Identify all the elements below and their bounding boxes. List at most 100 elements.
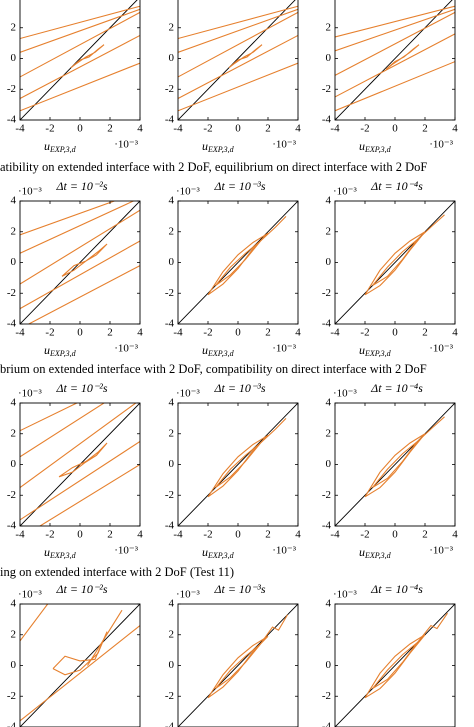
x-tick-label: 2	[107, 123, 113, 135]
y-multiplier: ·10⁻³	[18, 186, 42, 198]
y-tick-label: -2	[7, 690, 16, 702]
y-multiplier: ·10⁻³	[333, 589, 357, 601]
y-multiplier: ·10⁻³	[176, 186, 200, 198]
x-tick-label: -4	[173, 529, 183, 541]
y-tick-label: -4	[7, 318, 17, 330]
y-tick-label: 4	[11, 598, 17, 610]
x-tick-label: 2	[265, 123, 271, 135]
subplot-title: Δt = 10⁻⁴s	[370, 381, 423, 395]
data-line	[70, 44, 105, 69]
y-tick-label: 4	[326, 195, 332, 207]
data-line	[20, 8, 140, 53]
x-tick-label: -2	[203, 123, 212, 135]
x-label-base: u	[359, 545, 365, 559]
y-multiplier: ·10⁻³	[176, 589, 200, 601]
data-line	[27, 265, 140, 324]
x-axis-label: uEXP,3,d	[44, 343, 77, 358]
x-tick-label: 4	[452, 529, 458, 541]
y-multiplier: ·10⁻³	[333, 186, 357, 198]
data-line	[364, 634, 426, 699]
x-tick-label: 2	[422, 123, 428, 135]
x-axis-label: uEXP,3,d	[359, 545, 392, 560]
data-line	[207, 635, 269, 699]
y-tick-label: -2	[7, 83, 16, 95]
subplot: -4 -2 0 2 4 -4 -2 0 2 4 uEXP,3,d ·10⁻³ ·10⁻³ Δt = 10⁻…	[165, 179, 301, 358]
data-line	[52, 631, 108, 676]
data-line	[260, 215, 287, 242]
y-tick-label: 4	[169, 598, 175, 610]
x-axis-label: uEXP,3,d	[202, 343, 235, 358]
data-line	[178, 34, 298, 99]
x-tick-label: -2	[45, 327, 54, 339]
x-tick-label: 0	[77, 123, 83, 135]
y-tick-label: -4	[165, 721, 175, 727]
subplot-title: Δt = 10⁻³s	[213, 179, 265, 193]
y-tick-label: -2	[7, 287, 16, 299]
subplot: -4 -2 0 2 4 -4 -2 0 2 4 uEXP,3,d ·10⁻³ ·10⁻³ Δt = 10⁻…	[322, 179, 458, 358]
data-line	[20, 604, 140, 727]
x-tick-label: 0	[235, 123, 241, 135]
x-tick-label: -4	[15, 123, 25, 135]
data-line	[61, 243, 108, 277]
y-multiplier: ·10⁻³	[18, 388, 42, 400]
x-tick-label: 2	[265, 327, 271, 339]
subplot: -4 -2 0 2 4 -4 -2 0 2 4 uEXP,3,d ·10⁻³	[322, 0, 458, 154]
x-tick-label: -2	[203, 327, 212, 339]
x-multiplier: ·10⁻³	[114, 343, 138, 355]
x-tick-label: -4	[330, 327, 340, 339]
x-tick-label: -4	[330, 529, 340, 541]
x-label-sub: EXP,3,d	[49, 145, 77, 154]
caption: atibility on extended interface with 2 D…	[0, 160, 427, 174]
x-axis-label: uEXP,3,d	[359, 139, 392, 154]
x-multiplier: ·10⁻³	[114, 545, 138, 557]
data-line	[20, 201, 135, 254]
y-multiplier: ·10⁻³	[176, 388, 200, 400]
data-line	[335, 5, 455, 38]
x-tick-label: 2	[422, 327, 428, 339]
x-axis-label: uEXP,3,d	[359, 343, 392, 358]
y-tick-label: -4	[7, 721, 17, 727]
data-line	[178, 62, 298, 112]
data-line	[20, 625, 140, 722]
y-tick-label: 0	[326, 659, 332, 671]
data-line	[20, 201, 140, 324]
y-tick-label: 0	[11, 458, 17, 470]
x-tick-label: 4	[295, 327, 301, 339]
x-tick-label: 2	[265, 529, 271, 541]
y-tick-label: -2	[7, 489, 16, 501]
subplot: -4 -2 0 2 4·10⁻³ Δt = 10⁻²s	[7, 582, 141, 727]
y-tick-label: 2	[326, 427, 332, 439]
y-tick-label: 4	[326, 0, 332, 3]
y-tick-label: 4	[11, 0, 17, 3]
subplot-title: Δt = 10⁻²s	[55, 179, 107, 193]
data-line	[178, 201, 298, 324]
x-tick-label: 4	[295, 529, 301, 541]
y-tick-label: -4	[322, 721, 332, 727]
x-tick-label: 2	[107, 327, 113, 339]
x-label-base: u	[202, 343, 208, 357]
subplot-title: Δt = 10⁻²s	[55, 582, 107, 596]
y-tick-label: -4	[7, 114, 17, 126]
y-tick-label: 2	[326, 21, 332, 33]
x-label-sub: EXP,3,d	[207, 145, 235, 154]
subplot-title: Δt = 10⁻²s	[55, 381, 107, 395]
data-line	[20, 11, 140, 78]
y-tick-label: 2	[169, 21, 175, 33]
x-tick-label: -2	[360, 529, 369, 541]
x-multiplier: ·10⁻³	[272, 139, 296, 151]
subplot: -4 -2 0 2 4 -4 -2 0 2 4 uEXP,3,d ·10⁻³	[165, 0, 301, 154]
subplot: -4 -2 0 2 4 -4 -2 0 2 4 uEXP,3,d ·10⁻³ ·10⁻³ Δt = 10⁻…	[7, 179, 143, 358]
x-label-base: u	[44, 343, 50, 357]
y-tick-label: 2	[169, 225, 175, 237]
data-line	[335, 201, 455, 324]
x-tick-label: -2	[45, 123, 54, 135]
data-line	[20, 403, 79, 432]
x-multiplier: ·10⁻³	[272, 343, 296, 355]
data-line	[417, 416, 445, 442]
subplot: -4 -2 0 2 4·10⁻³ Δt = 10⁻⁴s	[322, 582, 456, 727]
caption: ing on extended interface with 2 DoF (Te…	[0, 565, 234, 579]
y-tick-label: -2	[165, 83, 174, 95]
data-line	[335, 61, 455, 112]
y-tick-label: -2	[165, 489, 174, 501]
